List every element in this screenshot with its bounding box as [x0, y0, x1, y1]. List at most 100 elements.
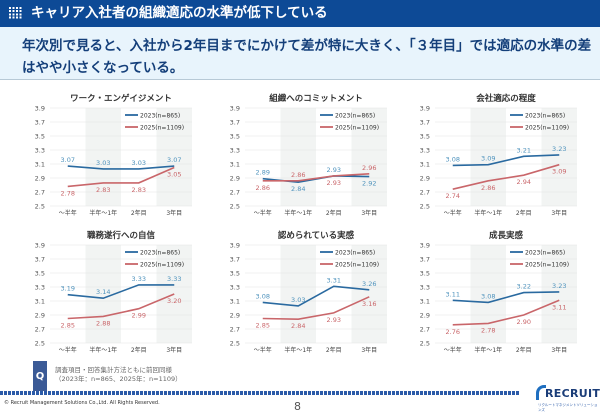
series-line-2025 [67, 166, 175, 188]
y-tick-label: 3.7 [230, 256, 240, 264]
y-tick-label: 3.7 [35, 119, 45, 127]
data-label: 2.78 [481, 326, 495, 334]
y-tick-label: 2.9 [420, 175, 430, 183]
column-shade [470, 108, 506, 206]
data-label: 2.76 [446, 328, 460, 336]
data-label: 3.20 [167, 297, 181, 305]
data-label: 3.08 [481, 292, 495, 300]
series-line-2025 [262, 296, 370, 321]
y-tick-label: 2.5 [35, 203, 45, 211]
x-tick-label: ～半年 [444, 209, 462, 217]
page-number: 8 [294, 400, 301, 413]
x-tick-label: 3年目 [166, 209, 182, 217]
y-tick-label: 3.7 [35, 256, 45, 264]
x-tick-label: ～半年 [59, 209, 77, 217]
chart-1: 3.9 3.7 3.5 3.3 3.1 2.9 2.7 2.5 ワーク・エンゲイジメント ～半年 半… [35, 93, 192, 217]
x-tick-label: 2年目 [131, 209, 147, 217]
x-tick-label: 半年～1年 [284, 346, 312, 354]
data-label: 2.90 [517, 318, 531, 326]
summary-text: 年次別で見ると、入社から2年目までにかけて差が特に大きく、「３年目」では適応の水… [0, 27, 600, 80]
chart-4: 3.9 3.7 3.5 3.3 3.1 2.9 2.7 2.5 職務遂行への自信 ～半年 半年～1年… [35, 230, 192, 354]
y-tick-label: 3.3 [230, 147, 240, 155]
y-tick-label: 2.9 [230, 175, 240, 183]
x-tick-label: 3年目 [551, 209, 567, 217]
y-tick-label: 3.7 [230, 119, 240, 127]
y-tick-label: 3.1 [420, 298, 430, 306]
x-tick-label: 3年目 [361, 209, 377, 217]
chart-title: 認められている実感 [278, 230, 355, 241]
grid-icon [9, 7, 22, 20]
data-label: 3.03 [132, 159, 146, 167]
legend-label: 2023(n=865) [140, 112, 180, 119]
y-tick-label: 3.9 [35, 242, 45, 250]
data-label: 3.09 [552, 168, 566, 176]
column-shade [156, 108, 192, 206]
data-label: 2.99 [132, 312, 146, 320]
data-label: 3.11 [446, 290, 460, 298]
note-line-1: 調査項目・回答集計方法ともに前回同様 [55, 366, 172, 374]
column-shade [351, 245, 387, 343]
y-tick-label: 2.9 [420, 312, 430, 320]
chart-2: 3.9 3.7 3.5 3.3 3.1 2.9 2.7 2.5 組織へのコミットメント ～半年 半年… [230, 93, 387, 217]
chart-title: 成長実感 [489, 230, 524, 241]
x-tick-label: 3年目 [166, 346, 182, 354]
x-tick-label: 2年目 [326, 209, 342, 217]
y-tick-label: 2.5 [420, 203, 430, 211]
y-tick-label: 3.5 [35, 133, 45, 141]
y-tick-label: 3.1 [35, 298, 45, 306]
x-tick-label: 半年～1年 [474, 346, 502, 354]
column-shade [541, 245, 577, 343]
q-badge: Q [33, 361, 47, 393]
data-label: 2.85 [256, 322, 270, 330]
data-label: 2.86 [481, 184, 495, 192]
legend-label: 2025(n=1109) [140, 261, 184, 268]
chart-title: 組織へのコミットメント [269, 93, 363, 104]
y-tick-label: 3.9 [35, 105, 45, 113]
column-shade [541, 108, 577, 206]
data-label: 3.23 [552, 145, 566, 153]
chart-3: 3.9 3.7 3.5 3.3 3.1 2.9 2.7 2.5 会社適応の程度 ～半年 半年～1年 2… [420, 93, 577, 217]
legend-label: 2025(n=1109) [335, 261, 379, 268]
y-tick-label: 3.3 [35, 147, 45, 155]
y-tick-label: 3.1 [35, 161, 45, 169]
x-tick-label: ～半年 [254, 209, 272, 217]
y-tick-label: 3.5 [230, 133, 240, 141]
legend-label: 2023(n=865) [140, 249, 180, 256]
x-tick-label: 半年～1年 [89, 209, 117, 217]
data-label: 3.14 [96, 288, 110, 296]
series-line-2023 [67, 284, 175, 300]
data-label: 3.19 [61, 285, 75, 293]
y-tick-label: 2.7 [230, 189, 240, 197]
y-tick-label: 3.1 [420, 161, 430, 169]
y-tick-label: 3.5 [420, 133, 430, 141]
y-tick-label: 2.9 [35, 312, 45, 320]
chart-5: 3.9 3.7 3.5 3.3 3.1 2.9 2.7 2.5 認められている実感 ～半年 半年～1… [230, 230, 387, 354]
data-label: 3.03 [96, 159, 110, 167]
y-tick-label: 3.3 [420, 147, 430, 155]
data-label: 3.33 [167, 275, 181, 283]
y-tick-label: 2.5 [230, 203, 240, 211]
y-tick-label: 2.7 [35, 189, 45, 197]
dotted-divider [0, 391, 520, 395]
data-label: 3.21 [517, 146, 531, 154]
y-tick-label: 3.1 [230, 298, 240, 306]
y-tick-label: 2.5 [35, 340, 45, 348]
x-tick-label: 2年目 [326, 346, 342, 354]
x-tick-label: ～半年 [59, 346, 77, 354]
data-label: 3.16 [362, 300, 376, 308]
x-tick-label: 3年目 [551, 346, 567, 354]
survey-note: 調査項目・回答集計方法ともに前回同様 （2023年：n=865、2025年：n=… [55, 366, 182, 384]
y-tick-label: 2.7 [420, 189, 430, 197]
data-label: 2.84 [291, 322, 305, 330]
series-line-2025 [452, 299, 560, 326]
logo-subtext: リクルートマネジメントソリューションズ [538, 403, 598, 412]
series-line-2025 [452, 163, 560, 190]
data-label: 3.11 [552, 303, 566, 311]
x-tick-label: 半年～1年 [474, 209, 502, 217]
note-line-2: （2023年：n=865、2025年：n=1109） [55, 375, 182, 383]
x-tick-label: 2年目 [131, 346, 147, 354]
data-label: 3.31 [327, 276, 341, 284]
y-tick-label: 3.5 [230, 270, 240, 278]
legend-label: 2025(n=1109) [525, 261, 569, 268]
chart-title: 会社適応の程度 [475, 93, 536, 104]
